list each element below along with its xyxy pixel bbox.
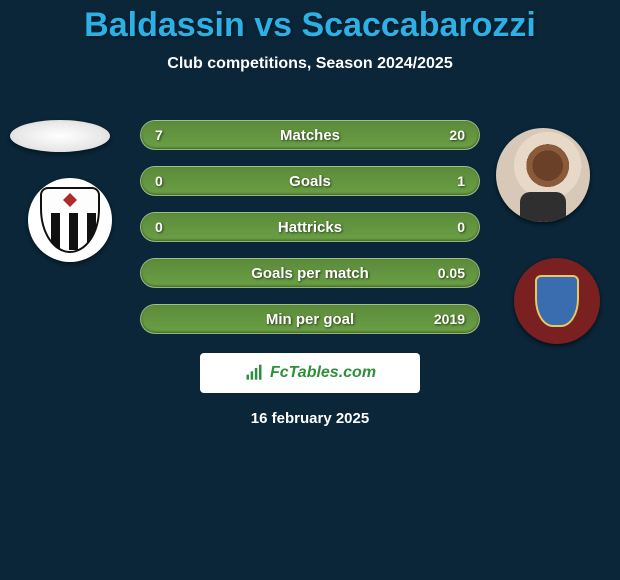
stat-bars: 7 Matches 20 0 Goals 1 0 Hattricks 0 Goa… (140, 120, 480, 350)
stat-label: Hattricks (141, 219, 479, 236)
page-title: Baldassin vs Scaccabarozzi (0, 0, 620, 45)
bar-chart-icon (244, 363, 264, 383)
stat-label: Matches (141, 127, 479, 144)
club-crest-icon (40, 187, 100, 253)
stat-bar-hattricks: 0 Hattricks 0 (140, 212, 480, 242)
banner-text: FcTables.com (270, 364, 376, 382)
stat-bar-goals: 0 Goals 1 (140, 166, 480, 196)
player-photo-icon (496, 128, 590, 222)
right-club-badge (514, 258, 600, 344)
ellipse-icon (10, 120, 110, 152)
stat-label: Goals per match (141, 265, 479, 282)
club-crest-icon (535, 275, 579, 327)
stat-bar-matches: 7 Matches 20 (140, 120, 480, 150)
stat-bar-gpm: Goals per match 0.05 (140, 258, 480, 288)
source-banner: FcTables.com (200, 353, 420, 393)
stat-label: Goals (141, 173, 479, 190)
stat-bar-mpg: Min per goal 2019 (140, 304, 480, 334)
left-club-badge (28, 178, 112, 262)
stat-label: Min per goal (141, 311, 479, 328)
page-subtitle: Club competitions, Season 2024/2025 (0, 55, 620, 73)
date-text: 16 february 2025 (0, 410, 620, 427)
infographic-root: Baldassin vs Scaccabarozzi Club competit… (0, 0, 620, 580)
